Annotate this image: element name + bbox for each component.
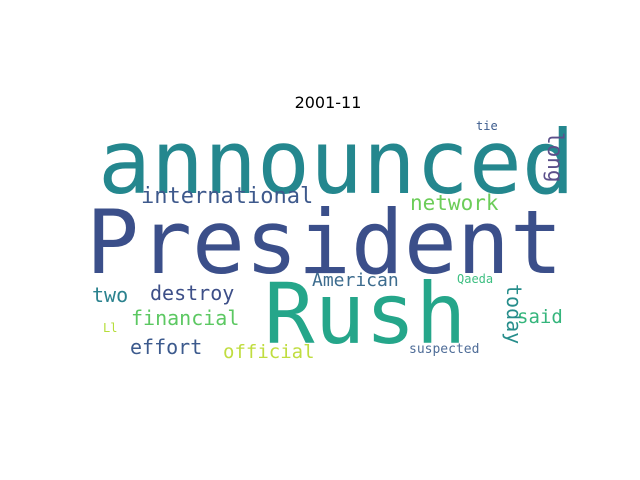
word-network: network — [410, 191, 499, 215]
word-suspected: suspected — [409, 342, 480, 357]
word-destroy: destroy — [150, 281, 235, 305]
word-long: long — [543, 132, 567, 183]
word-announced: announced — [98, 111, 575, 214]
word-effort: effort — [130, 335, 203, 359]
word-american: American — [312, 270, 399, 291]
figure-title: 2001-11 — [294, 93, 362, 112]
word-qaeda: Qaeda — [457, 272, 494, 286]
word-president: President — [86, 191, 563, 294]
word-international: international — [141, 184, 314, 209]
word-said: said — [517, 306, 563, 328]
word-official: official — [223, 341, 315, 363]
word-ll: Ll — [103, 321, 118, 335]
word-tie: tie — [476, 119, 498, 133]
word-cloud: announced President Rush international n… — [86, 115, 575, 374]
word-rush: Rush — [264, 265, 467, 363]
word-financial: financial — [131, 306, 240, 330]
word-two: two — [92, 283, 129, 307]
